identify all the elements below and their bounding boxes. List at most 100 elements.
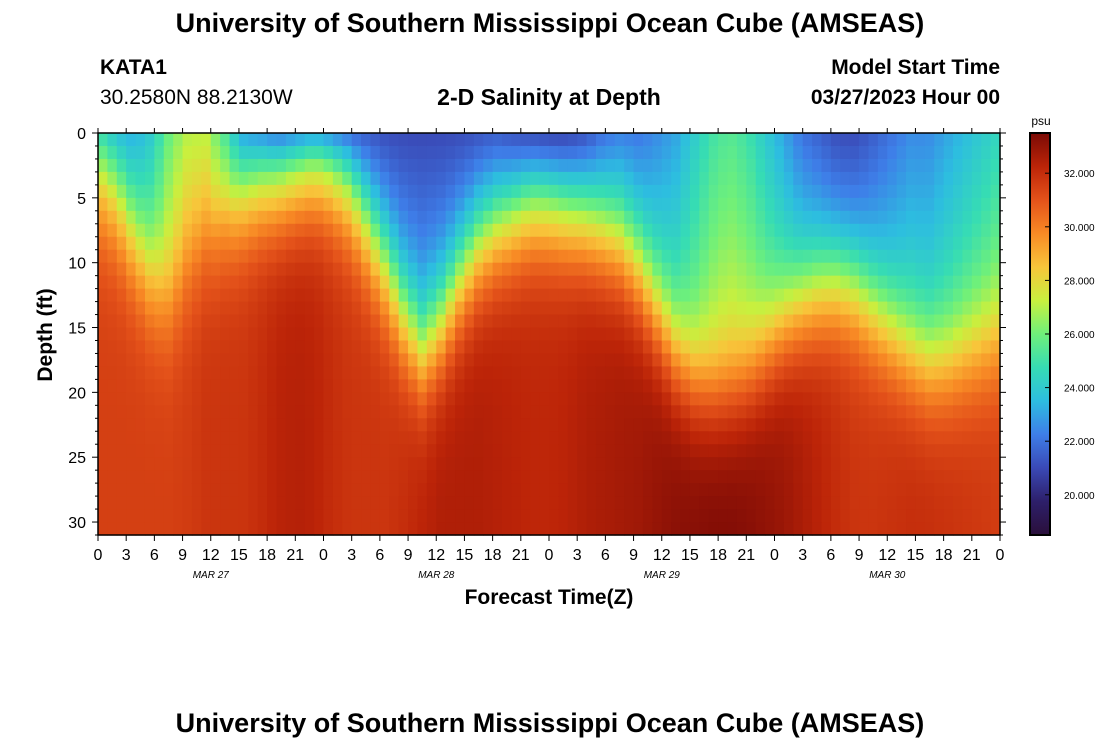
heat-cell [464,133,475,147]
heat-cell [661,223,672,238]
heat-cell [98,496,108,510]
heat-cell [455,249,466,264]
heat-cell [774,457,785,471]
heat-cell [361,509,372,523]
heat-cell [361,444,372,458]
heat-cell [351,483,362,497]
heat-cell [821,184,832,199]
heat-cell [661,133,672,147]
heat-cell [408,210,419,225]
heat-cell [520,457,531,471]
heat-cell [718,509,729,523]
heat-cell [953,444,964,458]
heat-cell [502,314,513,329]
heat-cell [408,314,419,329]
heat-cell [755,470,766,484]
heat-cell [802,275,813,290]
heat-cell [502,275,513,290]
heat-cell [877,288,888,303]
x-tick-label: 0 [94,547,103,564]
x-tick-label: 0 [770,547,779,564]
heat-cell [981,145,992,160]
heat-cell [455,288,466,303]
heat-cell [887,197,898,212]
heat-cell [455,133,466,147]
heat-cell [934,457,945,471]
heat-cell [351,197,362,212]
heat-cell [605,184,616,199]
heat-cell [426,184,437,199]
x-tick-label: 0 [996,547,1005,564]
heat-cell [426,288,437,303]
heat-cell [849,353,860,368]
heat-cell [182,223,193,238]
heat-cell [614,236,625,251]
heat-cell [464,379,475,393]
heat-cell [332,184,343,199]
heat-cell [699,509,710,523]
heat-cell [116,197,127,212]
heat-cell [107,249,118,264]
heat-cell [642,509,653,523]
heat-cell [126,236,137,251]
heat-cell [379,236,390,251]
heat-cell [577,496,588,510]
heat-cell [210,249,221,264]
heat-cell [351,496,362,510]
heat-cell [163,366,174,380]
heat-cell [502,133,513,147]
heat-cell [708,262,719,277]
heat-cell [173,262,184,277]
heat-cell [840,418,851,432]
heat-cell [812,405,823,419]
heat-cell [840,210,851,225]
heat-cell [248,145,259,160]
heat-cell [868,327,879,342]
heat-cell [915,197,926,212]
heat-cell [567,340,578,355]
heat-cell [821,171,832,186]
heat-cell [267,197,278,212]
heat-cell [173,223,184,238]
heat-cell [361,470,372,484]
y-tick-label: 0 [77,126,86,143]
heat-cell [398,133,409,147]
heat-cell [248,210,259,225]
heat-cell [398,470,409,484]
heat-cell [793,133,804,147]
heat-cell [539,275,550,290]
heat-cell [736,275,747,290]
heat-cell [126,496,137,510]
heat-cell [718,210,729,225]
heat-cell [332,496,343,510]
heat-cell [238,275,249,290]
heat-cell [144,340,155,355]
heat-cell [915,262,926,277]
heat-cell [295,262,306,277]
heat-cell [483,379,494,393]
heat-cell [924,133,935,147]
heat-cell [727,249,738,264]
heat-cell [981,262,992,277]
heat-cell [699,470,710,484]
heat-cell [238,457,249,471]
heat-cell [426,236,437,251]
heat-cell [98,223,108,238]
heat-cell [473,457,484,471]
heat-cell [455,444,466,458]
heat-cell [962,457,973,471]
heat-cell [953,509,964,523]
heat-cell [455,470,466,484]
heat-cell [906,496,917,510]
heat-cell [971,457,982,471]
heat-cell [812,236,823,251]
heat-cell [906,171,917,186]
heat-cell [689,236,700,251]
heat-cell [126,483,137,497]
heat-cell [154,327,165,342]
heat-cell [595,301,606,316]
heat-cell [135,522,146,536]
heat-cell [248,184,259,199]
heat-cell [746,314,757,329]
heat-cell [605,405,616,419]
